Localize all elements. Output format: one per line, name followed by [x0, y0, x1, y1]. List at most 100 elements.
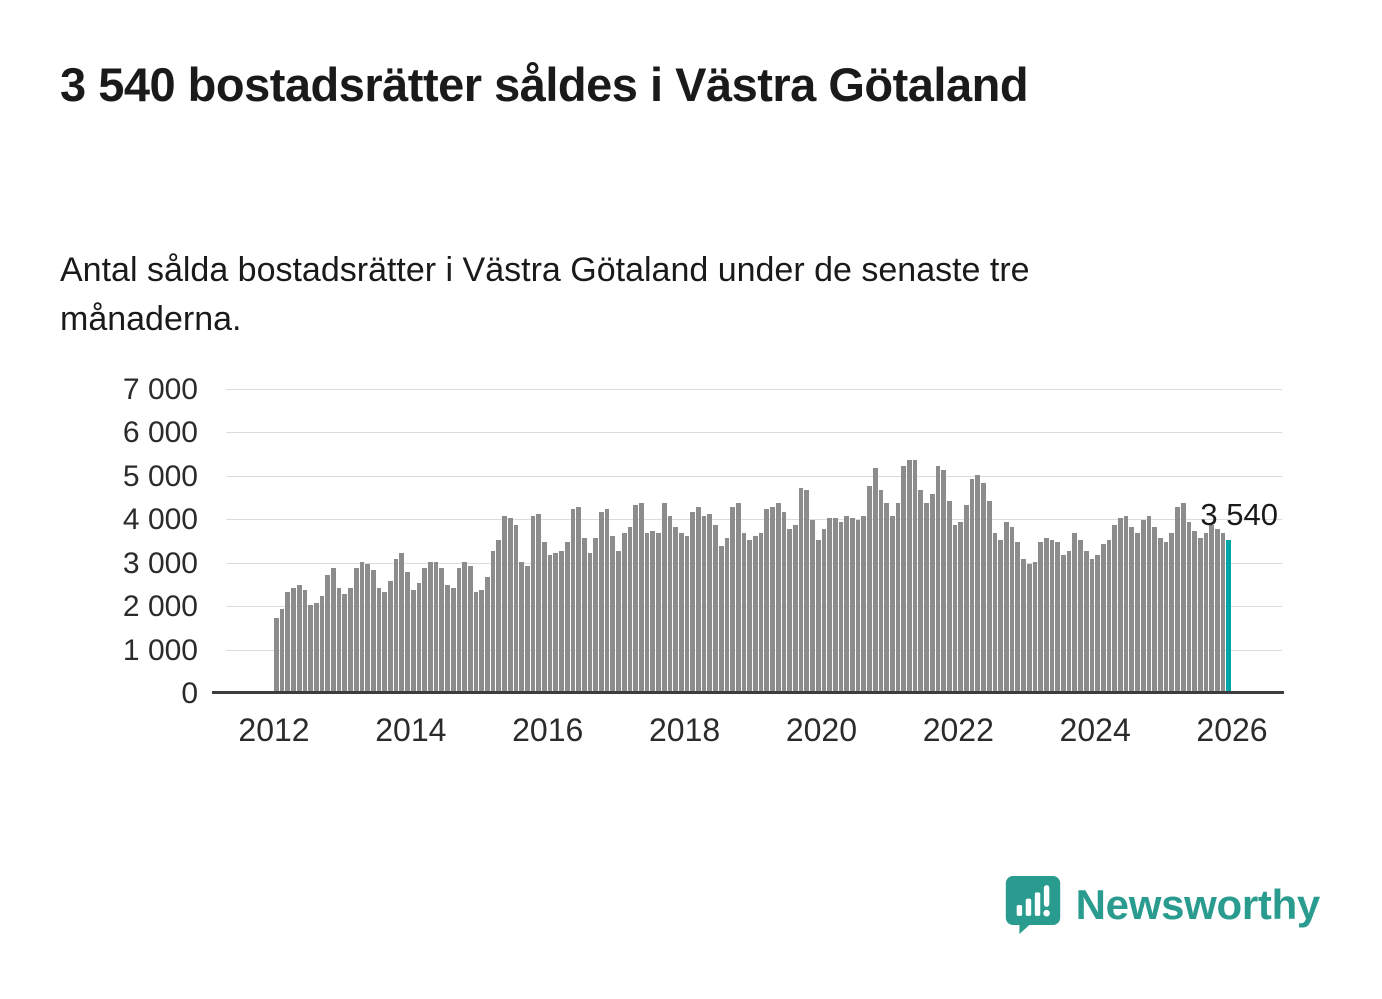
x-tick-label: 2026 — [1196, 712, 1268, 748]
last-value-label: 3 540 — [1200, 497, 1278, 533]
chart-bar — [975, 474, 981, 694]
chart-bar — [684, 535, 690, 694]
chart-bar — [336, 587, 342, 694]
chart-bar — [1038, 542, 1043, 694]
chart-bar — [365, 563, 370, 694]
chart-bar — [1032, 561, 1038, 694]
chart-bar — [946, 500, 952, 694]
chart-bar — [519, 561, 524, 694]
highlighted-bar — [1226, 540, 1232, 694]
chart-bar — [832, 518, 838, 694]
chart-bar — [530, 515, 536, 694]
chart-bar — [838, 522, 844, 694]
chart-bar — [1026, 563, 1032, 694]
chart-bar — [1192, 531, 1197, 694]
chart-bar — [924, 502, 929, 694]
chart-bar — [952, 524, 958, 694]
chart-bar — [405, 572, 410, 694]
chart-bar — [485, 576, 490, 694]
chart-bar — [787, 528, 792, 694]
chart-bar — [621, 533, 627, 694]
y-tick-label: 2 000 — [122, 590, 198, 624]
chart-bar — [1186, 522, 1192, 694]
chart-bar — [427, 561, 433, 694]
chart-bar — [382, 591, 388, 694]
chart: 3 540 2012 2014 2016 2018 2020 2022 2024 2026 0… — [123, 375, 1284, 748]
chart-bar — [701, 515, 707, 694]
chart-bar — [878, 489, 884, 694]
chart-bar — [410, 589, 416, 694]
chart-bar — [359, 561, 365, 694]
chart-bar — [741, 533, 747, 694]
chart-bar — [696, 507, 701, 694]
chart-bar — [639, 502, 644, 694]
gridline — [226, 432, 1282, 434]
chart-bar — [912, 459, 918, 694]
y-tick-label: 3 000 — [122, 546, 198, 580]
chart-bar — [724, 537, 730, 694]
chart-bar — [758, 533, 764, 694]
chart-bar — [1180, 502, 1186, 694]
x-tick-label: 2024 — [1059, 712, 1131, 748]
y-tick-label: 6 000 — [122, 416, 198, 450]
chart-bar — [604, 509, 610, 694]
chart-bar — [792, 524, 798, 694]
chart-bar — [1043, 537, 1049, 694]
chart-bar — [302, 589, 308, 694]
chart-bar — [1089, 559, 1095, 694]
y-tick-label: 0 — [181, 677, 198, 710]
gridline — [226, 475, 1282, 477]
chart-bar — [1072, 533, 1078, 694]
gridline — [226, 519, 1282, 521]
page-title: 3 540 bostadsrätter såldes i Västra Göta… — [60, 58, 1029, 111]
chart-bar — [1112, 524, 1118, 694]
chart-bar — [416, 583, 422, 694]
chart-bar — [616, 550, 621, 694]
x-axis-labels: 2012 2014 2016 2018 2020 2022 2024 2026 — [238, 694, 1267, 754]
chart-bar — [827, 518, 832, 694]
chart-bar — [296, 585, 302, 694]
chart-bar — [473, 591, 479, 694]
chart-bar — [781, 511, 787, 694]
chart-bar — [524, 565, 530, 694]
chart-bar — [1203, 533, 1209, 694]
chart-bar — [342, 594, 348, 694]
chart-bar — [279, 609, 285, 694]
chart-bar — [581, 537, 587, 694]
chart-bar — [804, 489, 810, 694]
chart-bar — [496, 539, 502, 694]
chart-bar — [678, 533, 684, 694]
chart-bar — [918, 489, 924, 694]
chart-bar — [941, 470, 946, 694]
chart-bar — [502, 515, 507, 694]
chart-bar — [633, 505, 638, 694]
chart-bar — [650, 531, 656, 694]
chart-bar — [570, 509, 576, 694]
chart-bar — [1118, 518, 1123, 694]
chart-bar — [439, 568, 445, 694]
chart-bar — [1066, 550, 1072, 694]
x-tick-label: 2020 — [785, 712, 858, 748]
chart-bar — [331, 568, 336, 694]
chart-bar — [1169, 533, 1175, 694]
brand-name: Newsworthy — [1075, 881, 1321, 928]
y-tick-label: 7 000 — [122, 373, 198, 406]
chart-bar — [456, 568, 462, 694]
x-tick-label: 2014 — [375, 712, 447, 748]
chart-bar — [388, 581, 393, 694]
chart-bar — [872, 468, 878, 694]
y-tick-label: 5 000 — [122, 459, 198, 493]
x-tick-label: 2018 — [648, 712, 721, 748]
chart-bar — [479, 589, 485, 694]
chart-bar — [450, 587, 456, 694]
chart-bar — [1100, 544, 1106, 694]
chart-bar — [690, 511, 696, 694]
chart-bar — [445, 585, 450, 694]
chart-bar — [507, 518, 513, 694]
chart-bar — [1061, 555, 1066, 694]
chart-bar — [348, 587, 353, 694]
chart-bar — [308, 604, 313, 694]
chart-bar — [1157, 537, 1163, 694]
chart-bar — [821, 528, 827, 694]
chart-bar — [370, 570, 376, 694]
